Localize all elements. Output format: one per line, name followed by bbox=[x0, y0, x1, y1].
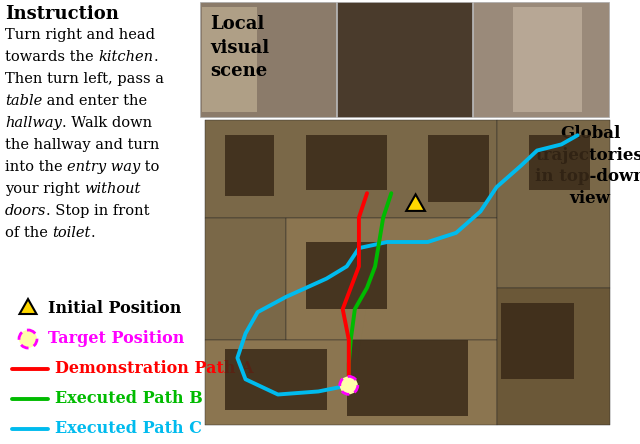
Text: Global
trajectories
in top-down
view: Global trajectories in top-down view bbox=[535, 125, 640, 206]
Bar bbox=[474, 2, 609, 117]
Text: doors: doors bbox=[5, 204, 46, 218]
Bar bbox=[205, 120, 610, 425]
Bar bbox=[286, 218, 497, 340]
Text: Instruction: Instruction bbox=[5, 5, 119, 23]
Bar bbox=[225, 135, 274, 196]
Text: Executed Path C: Executed Path C bbox=[55, 420, 202, 437]
Circle shape bbox=[340, 377, 358, 394]
Bar bbox=[205, 218, 286, 340]
Text: . Stop in front: . Stop in front bbox=[46, 204, 150, 218]
Bar bbox=[205, 340, 497, 425]
Text: hallway: hallway bbox=[5, 116, 62, 130]
Bar bbox=[497, 288, 610, 425]
Bar bbox=[202, 7, 257, 112]
Text: into the: into the bbox=[5, 160, 67, 174]
Polygon shape bbox=[406, 194, 425, 211]
Text: Executed Path B: Executed Path B bbox=[55, 390, 203, 407]
Bar bbox=[513, 7, 582, 112]
Text: .: . bbox=[91, 226, 95, 240]
Bar bbox=[500, 303, 573, 379]
Text: of the: of the bbox=[5, 226, 52, 240]
Text: the hallway and turn: the hallway and turn bbox=[5, 138, 159, 152]
Text: entry way: entry way bbox=[67, 160, 141, 174]
Polygon shape bbox=[19, 299, 36, 314]
Text: Initial Position: Initial Position bbox=[48, 300, 181, 317]
Text: kitchen: kitchen bbox=[99, 50, 153, 64]
Text: Demonstration Path A: Demonstration Path A bbox=[55, 360, 253, 377]
Bar bbox=[307, 242, 387, 309]
Bar bbox=[497, 120, 610, 288]
Text: to: to bbox=[141, 160, 160, 174]
Text: Then turn left, pass a: Then turn left, pass a bbox=[5, 72, 164, 86]
Bar bbox=[347, 340, 468, 416]
Text: and enter the: and enter the bbox=[42, 94, 147, 108]
Circle shape bbox=[19, 330, 37, 348]
Bar bbox=[428, 135, 488, 202]
Text: table: table bbox=[5, 94, 42, 108]
Text: towards the: towards the bbox=[5, 50, 99, 64]
Text: Target Position: Target Position bbox=[48, 330, 184, 347]
Text: toilet: toilet bbox=[52, 226, 91, 240]
Text: Local
visual
scene: Local visual scene bbox=[210, 15, 269, 80]
Text: Turn right and head: Turn right and head bbox=[5, 28, 155, 42]
Bar bbox=[200, 2, 335, 117]
Bar bbox=[225, 349, 326, 410]
Text: your right: your right bbox=[5, 182, 84, 196]
Text: .: . bbox=[153, 50, 158, 64]
Bar bbox=[337, 2, 472, 117]
Bar bbox=[205, 120, 497, 218]
Text: . Walk down: . Walk down bbox=[62, 116, 152, 130]
Bar bbox=[529, 135, 589, 190]
Bar bbox=[307, 135, 387, 190]
Text: without: without bbox=[84, 182, 141, 196]
